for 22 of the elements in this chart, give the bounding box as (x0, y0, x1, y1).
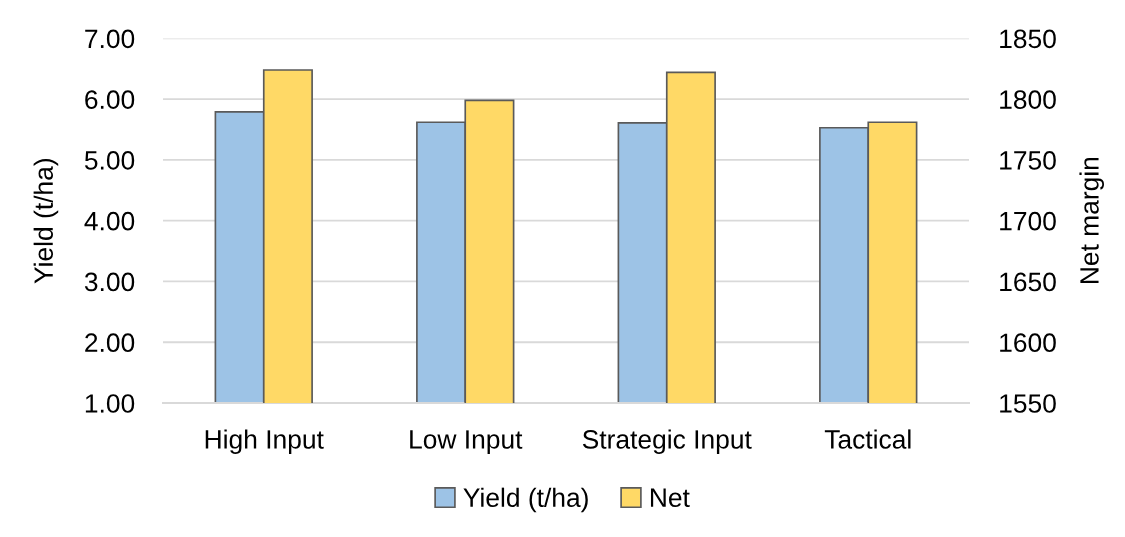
y2-tick-label: 1550 (1000, 394, 1056, 413)
y-tick-label: 4.00 (84, 211, 135, 231)
y-tick-label: 7.00 (85, 29, 135, 49)
y2-axis-title: Net margin (1079, 157, 1105, 284)
legend-label: Net (650, 488, 690, 508)
x-tick-label: Low Input (410, 430, 523, 454)
y2-tick-label: 1600 (1000, 333, 1056, 353)
y-tick-label: 3.00 (84, 272, 135, 292)
legend-label: Yield (t/ha) (463, 487, 588, 513)
y-tick-label: 1.00 (85, 394, 135, 413)
y2-tick-label: 1700 (1000, 211, 1056, 231)
y-axis-title: Yield (t/ha) (33, 159, 59, 284)
x-tick-label: High Input (205, 429, 324, 454)
y-tick-label: 2.00 (85, 333, 135, 353)
y2-tick-label: 1650 (1000, 272, 1056, 292)
y2-tick-label: 1800 (1000, 90, 1056, 109)
y-tick-label: 5.00 (84, 151, 135, 170)
x-tick-label: Tactical (824, 429, 911, 449)
y2-tick-label: 1750 (1000, 151, 1056, 170)
x-tick-label: Strategic Input (582, 429, 752, 454)
y-tick-label: 6.00 (85, 90, 135, 109)
y2-tick-label: 1850 (1000, 29, 1056, 49)
